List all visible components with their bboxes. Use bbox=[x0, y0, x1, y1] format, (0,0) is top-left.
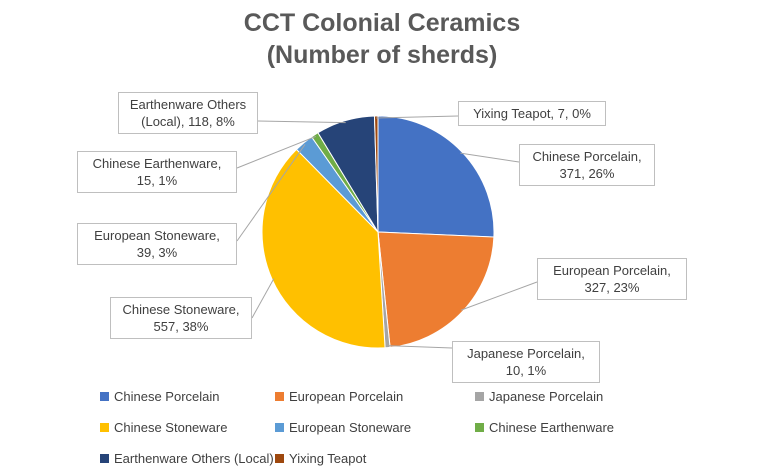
legend-swatch bbox=[275, 423, 284, 432]
pie-slice-chinese-porcelain bbox=[377, 115, 495, 238]
legend-label: Chinese Stoneware bbox=[114, 420, 228, 435]
data-label-line: Japanese Porcelain, bbox=[467, 346, 585, 361]
legend-item-yixing-teapot: Yixing Teapot bbox=[275, 451, 366, 466]
data-label-line: 39, 3% bbox=[136, 245, 178, 260]
leader-line-chinese-stoneware bbox=[251, 278, 275, 319]
chart-title-line1: CCT Colonial Ceramics bbox=[243, 9, 521, 37]
data-label-line: 371, 26% bbox=[559, 166, 615, 181]
legend-item-european-stoneware: European Stoneware bbox=[275, 420, 411, 435]
data-label-line: Earthenware Others bbox=[129, 97, 247, 112]
legend-label: Yixing Teapot bbox=[289, 451, 367, 466]
data-label-japanese-porcelain: Japanese Porcelain, 10, 1% bbox=[452, 341, 600, 383]
legend-label: Japanese Porcelain bbox=[489, 389, 604, 404]
pie-slice-chinese-stoneware bbox=[261, 148, 386, 349]
leader-line-earthenware-others-local bbox=[257, 120, 346, 124]
data-label-line: 10, 1% bbox=[505, 363, 547, 378]
legend-item-earthenware-others-local: Earthenware Others (Local) bbox=[100, 451, 274, 466]
legend-item-european-porcelain: European Porcelain bbox=[275, 389, 403, 404]
pie-slice-yixing-teapot bbox=[373, 115, 379, 233]
legend-swatch bbox=[275, 454, 284, 463]
chart-title-line2: (Number of sherds) bbox=[266, 41, 498, 69]
data-label-earthenware-others-local: Earthenware Others (Local), 118, 8% bbox=[118, 92, 258, 134]
data-label-line: European Porcelain, bbox=[553, 263, 671, 278]
data-label-line: 557, 38% bbox=[153, 319, 209, 334]
data-label-european-porcelain: European Porcelain, 327, 23% bbox=[537, 258, 687, 300]
legend-label: European Stoneware bbox=[289, 420, 412, 435]
legend-label: Earthenware Others (Local) bbox=[114, 451, 274, 466]
data-label-line: Yixing Teapot, 7, 0% bbox=[473, 106, 591, 121]
legend-item-chinese-stoneware: Chinese Stoneware bbox=[100, 420, 227, 435]
legend-swatch bbox=[100, 423, 109, 432]
leader-line-european-porcelain bbox=[460, 281, 538, 311]
legend-item-chinese-porcelain: Chinese Porcelain bbox=[100, 389, 220, 404]
leader-line-european-stoneware bbox=[236, 144, 306, 242]
legend-swatch bbox=[475, 392, 484, 401]
legend-label: Chinese Porcelain bbox=[114, 389, 220, 404]
legend-label: Chinese Earthenware bbox=[489, 420, 615, 435]
legend-label: European Porcelain bbox=[289, 389, 404, 404]
leader-line-japanese-porcelain bbox=[387, 345, 453, 349]
data-label-european-stoneware: European Stoneware, 39, 3% bbox=[77, 223, 237, 265]
legend-swatch bbox=[275, 392, 284, 401]
legend-swatch bbox=[475, 423, 484, 432]
data-label-line: European Stoneware, bbox=[94, 228, 220, 243]
data-label-line: 15, 1% bbox=[136, 173, 178, 188]
data-label-chinese-porcelain: Chinese Porcelain, 371, 26% bbox=[519, 144, 655, 186]
legend-item-chinese-earthenware: Chinese Earthenware bbox=[475, 420, 614, 435]
pie-slice-european-porcelain bbox=[377, 231, 495, 348]
data-label-chinese-stoneware: Chinese Stoneware, 557, 38% bbox=[110, 297, 252, 339]
data-label-line: Chinese Earthenware, bbox=[92, 156, 222, 171]
data-label-line: (Local), 118, 8% bbox=[141, 114, 235, 129]
data-label-yixing-teapot: Yixing Teapot, 7, 0% bbox=[458, 101, 606, 126]
data-label-line: Chinese Stoneware, bbox=[122, 302, 240, 317]
data-label-line: 327, 23% bbox=[584, 280, 640, 295]
leader-line-chinese-earthenware bbox=[236, 135, 317, 169]
leader-line-chinese-porcelain bbox=[460, 152, 520, 163]
data-label-chinese-earthenware: Chinese Earthenware, 15, 1% bbox=[77, 151, 237, 193]
leader-line-yixing-teapot bbox=[376, 115, 459, 119]
legend-swatch bbox=[100, 454, 109, 463]
data-label-line: Chinese Porcelain, bbox=[532, 149, 642, 164]
legend-item-japanese-porcelain: Japanese Porcelain bbox=[475, 389, 603, 404]
legend-swatch bbox=[100, 392, 109, 401]
